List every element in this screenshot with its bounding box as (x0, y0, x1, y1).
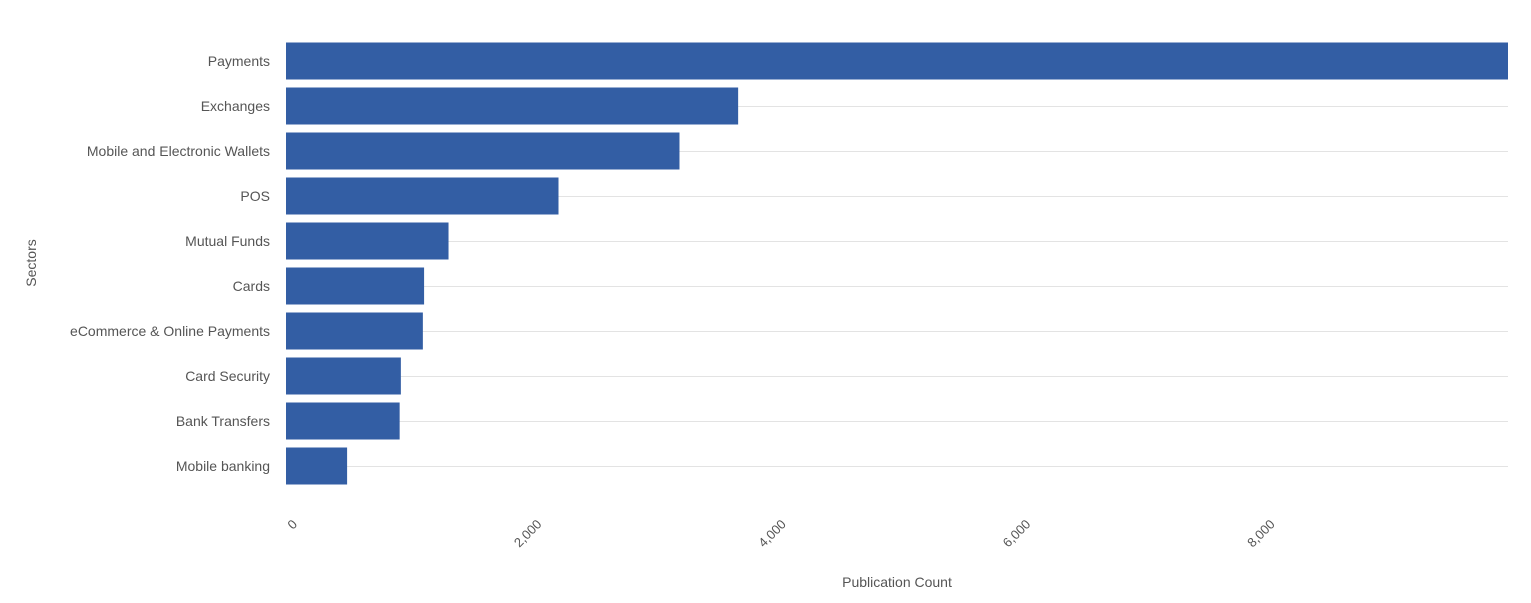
category-label: Mutual Funds (185, 233, 270, 249)
category-label: Mobile and Electronic Wallets (87, 143, 270, 159)
x-tick-label: 6,000 (1000, 517, 1034, 551)
bar-cards (286, 267, 425, 305)
category-label: Mobile banking (176, 458, 270, 474)
bar-exchanges (286, 87, 739, 125)
bar-payments (286, 42, 1508, 80)
x-axis-label: Publication Count (842, 574, 952, 590)
bar-card-security (286, 357, 401, 395)
category-label: Payments (208, 53, 270, 69)
y-axis-label: Sectors (23, 239, 39, 286)
x-tick-label: 8,000 (1244, 517, 1278, 551)
bar-mobile-and-electronic-wallets (286, 132, 680, 170)
category-label: Bank Transfers (176, 413, 270, 429)
x-tick-label: 2,000 (511, 517, 545, 551)
x-tick-label: 0 (284, 517, 300, 533)
category-label: Exchanges (201, 98, 270, 114)
bar-ecommerce-online-payments (286, 312, 423, 350)
bar-pos (286, 177, 559, 215)
x-tick-label: 4,000 (755, 517, 789, 551)
category-label: Card Security (185, 368, 270, 384)
bar-bank-transfers (286, 402, 400, 440)
category-label: POS (240, 188, 270, 204)
bar-mobile-banking (286, 447, 348, 485)
category-label: Cards (233, 278, 270, 294)
category-label: eCommerce & Online Payments (70, 323, 270, 339)
bar-mutual-funds (286, 222, 449, 260)
